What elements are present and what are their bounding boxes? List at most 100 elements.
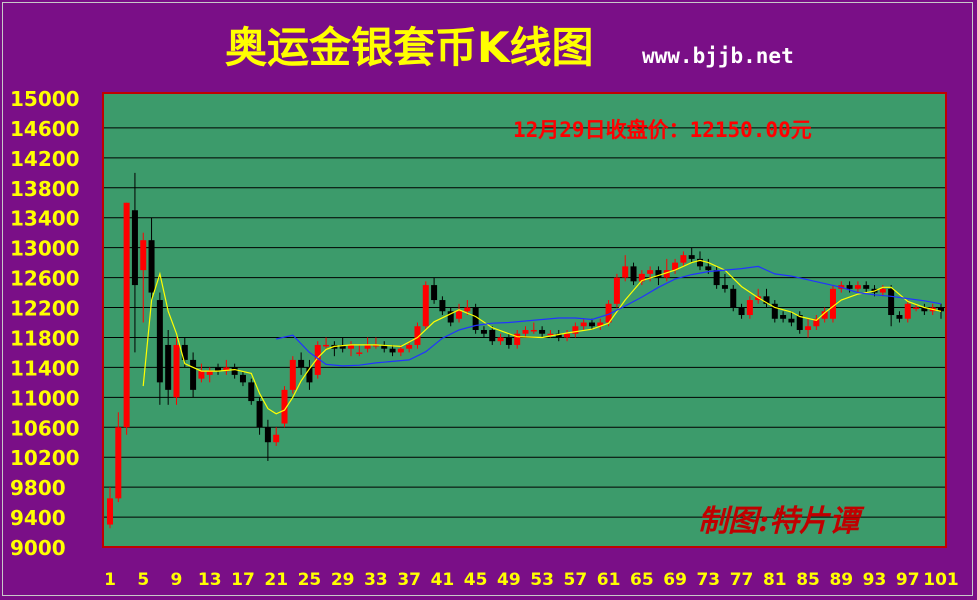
candle-body [239,374,246,383]
candle-body [381,344,388,349]
y-tick-label: 9000 [10,536,66,560]
x-tick-label: 45 [464,570,488,590]
y-tick-label: 11000 [10,386,80,410]
candle-body [206,371,213,375]
candle-body [431,285,438,301]
candle-body [580,322,587,327]
candle-body [672,262,679,271]
x-tick-label: 17 [231,570,255,590]
candle-body [289,359,296,390]
ma-line-short [142,259,942,415]
x-tick-label: 85 [796,570,820,590]
candle-body [439,300,446,312]
x-tick-label: 57 [564,570,588,590]
candle-body [306,367,313,383]
candle-body [231,367,238,375]
y-tick-label: 10200 [10,446,80,470]
candle-body [680,255,687,263]
candle-body [821,311,828,319]
y-tick-label: 9400 [10,506,66,530]
candle-body [248,382,255,402]
candle-body [647,270,654,274]
candle-body [605,303,612,323]
candle-body [904,303,911,319]
x-tick-label: 65 [630,570,654,590]
candle-body [630,266,637,282]
candle-body [921,307,928,312]
candle-body [879,288,886,293]
candle-body [156,300,163,383]
candle-body [273,434,280,443]
candle-body [264,427,271,443]
candle-body [215,367,222,372]
x-tick-label: 5 [137,570,149,590]
candle-body [530,329,537,332]
page-title: 奥运金银套币K线图 [225,23,594,72]
candle-body [763,296,770,304]
candle-body [223,367,230,372]
author-credit: 制图:特片谭 [698,504,865,539]
y-tick-label: 12600 [10,267,80,291]
candle-body [497,337,504,342]
candle-body [281,389,288,424]
candle-body [688,255,695,259]
y-tick-label: 13400 [10,207,80,231]
candles [107,172,944,529]
y-tick-label: 11400 [10,356,80,380]
candle-body [190,359,197,390]
candle-body [314,344,321,375]
x-tick-label: 25 [298,570,322,590]
candle-body [796,315,803,330]
y-tick-label: 13800 [10,177,80,201]
candle-body [829,288,836,319]
x-tick-label: 21 [264,570,288,590]
candle-body [522,329,529,334]
x-tick-label: 29 [331,570,355,590]
candle-body [597,322,604,327]
candle-body [539,329,546,334]
candle-body [480,329,487,334]
candle-body [655,270,662,278]
candle-body [771,303,778,319]
y-tick-label: 11800 [10,326,80,350]
x-tick-label: 73 [696,570,720,590]
candle-body [389,348,396,353]
candle-body [181,344,188,360]
candle-body [638,273,645,282]
candle-body [697,258,704,267]
x-tick-label: 93 [863,570,887,590]
candle-body [854,285,861,289]
candle-body [622,266,629,278]
candle-body [165,344,172,390]
candle-body [198,371,205,379]
candle-body [805,326,812,330]
candle-body [131,210,138,286]
candle-body [347,344,354,349]
candle-body [514,333,521,345]
candle-body [414,326,421,345]
candle-body [472,307,479,330]
x-tick-label: 33 [364,570,388,590]
y-tick-label: 14600 [10,117,80,141]
x-tick-label: 13 [198,570,222,590]
candle-body [356,352,363,354]
candle-body [555,333,562,338]
candle-body [298,359,305,368]
candle-body [746,300,753,316]
x-tick-label: 69 [663,570,687,590]
x-tick-label: 97 [896,570,920,590]
candle-body [505,337,512,345]
candle-body [613,277,620,304]
site-url: www.bjjb.net [642,44,794,68]
candle-body [547,333,554,336]
candle-body [863,285,870,289]
candle-body [813,318,820,327]
candle-body [564,333,571,338]
candle-body [896,315,903,319]
candle-body [115,427,122,499]
y-tick-label: 10600 [10,416,80,440]
x-axis: 1 5 9 13 17 21 25 29 33 37 41 45 49 53 57 61 65 69 73 77 81 8… [104,570,959,590]
candle-body [738,307,745,316]
